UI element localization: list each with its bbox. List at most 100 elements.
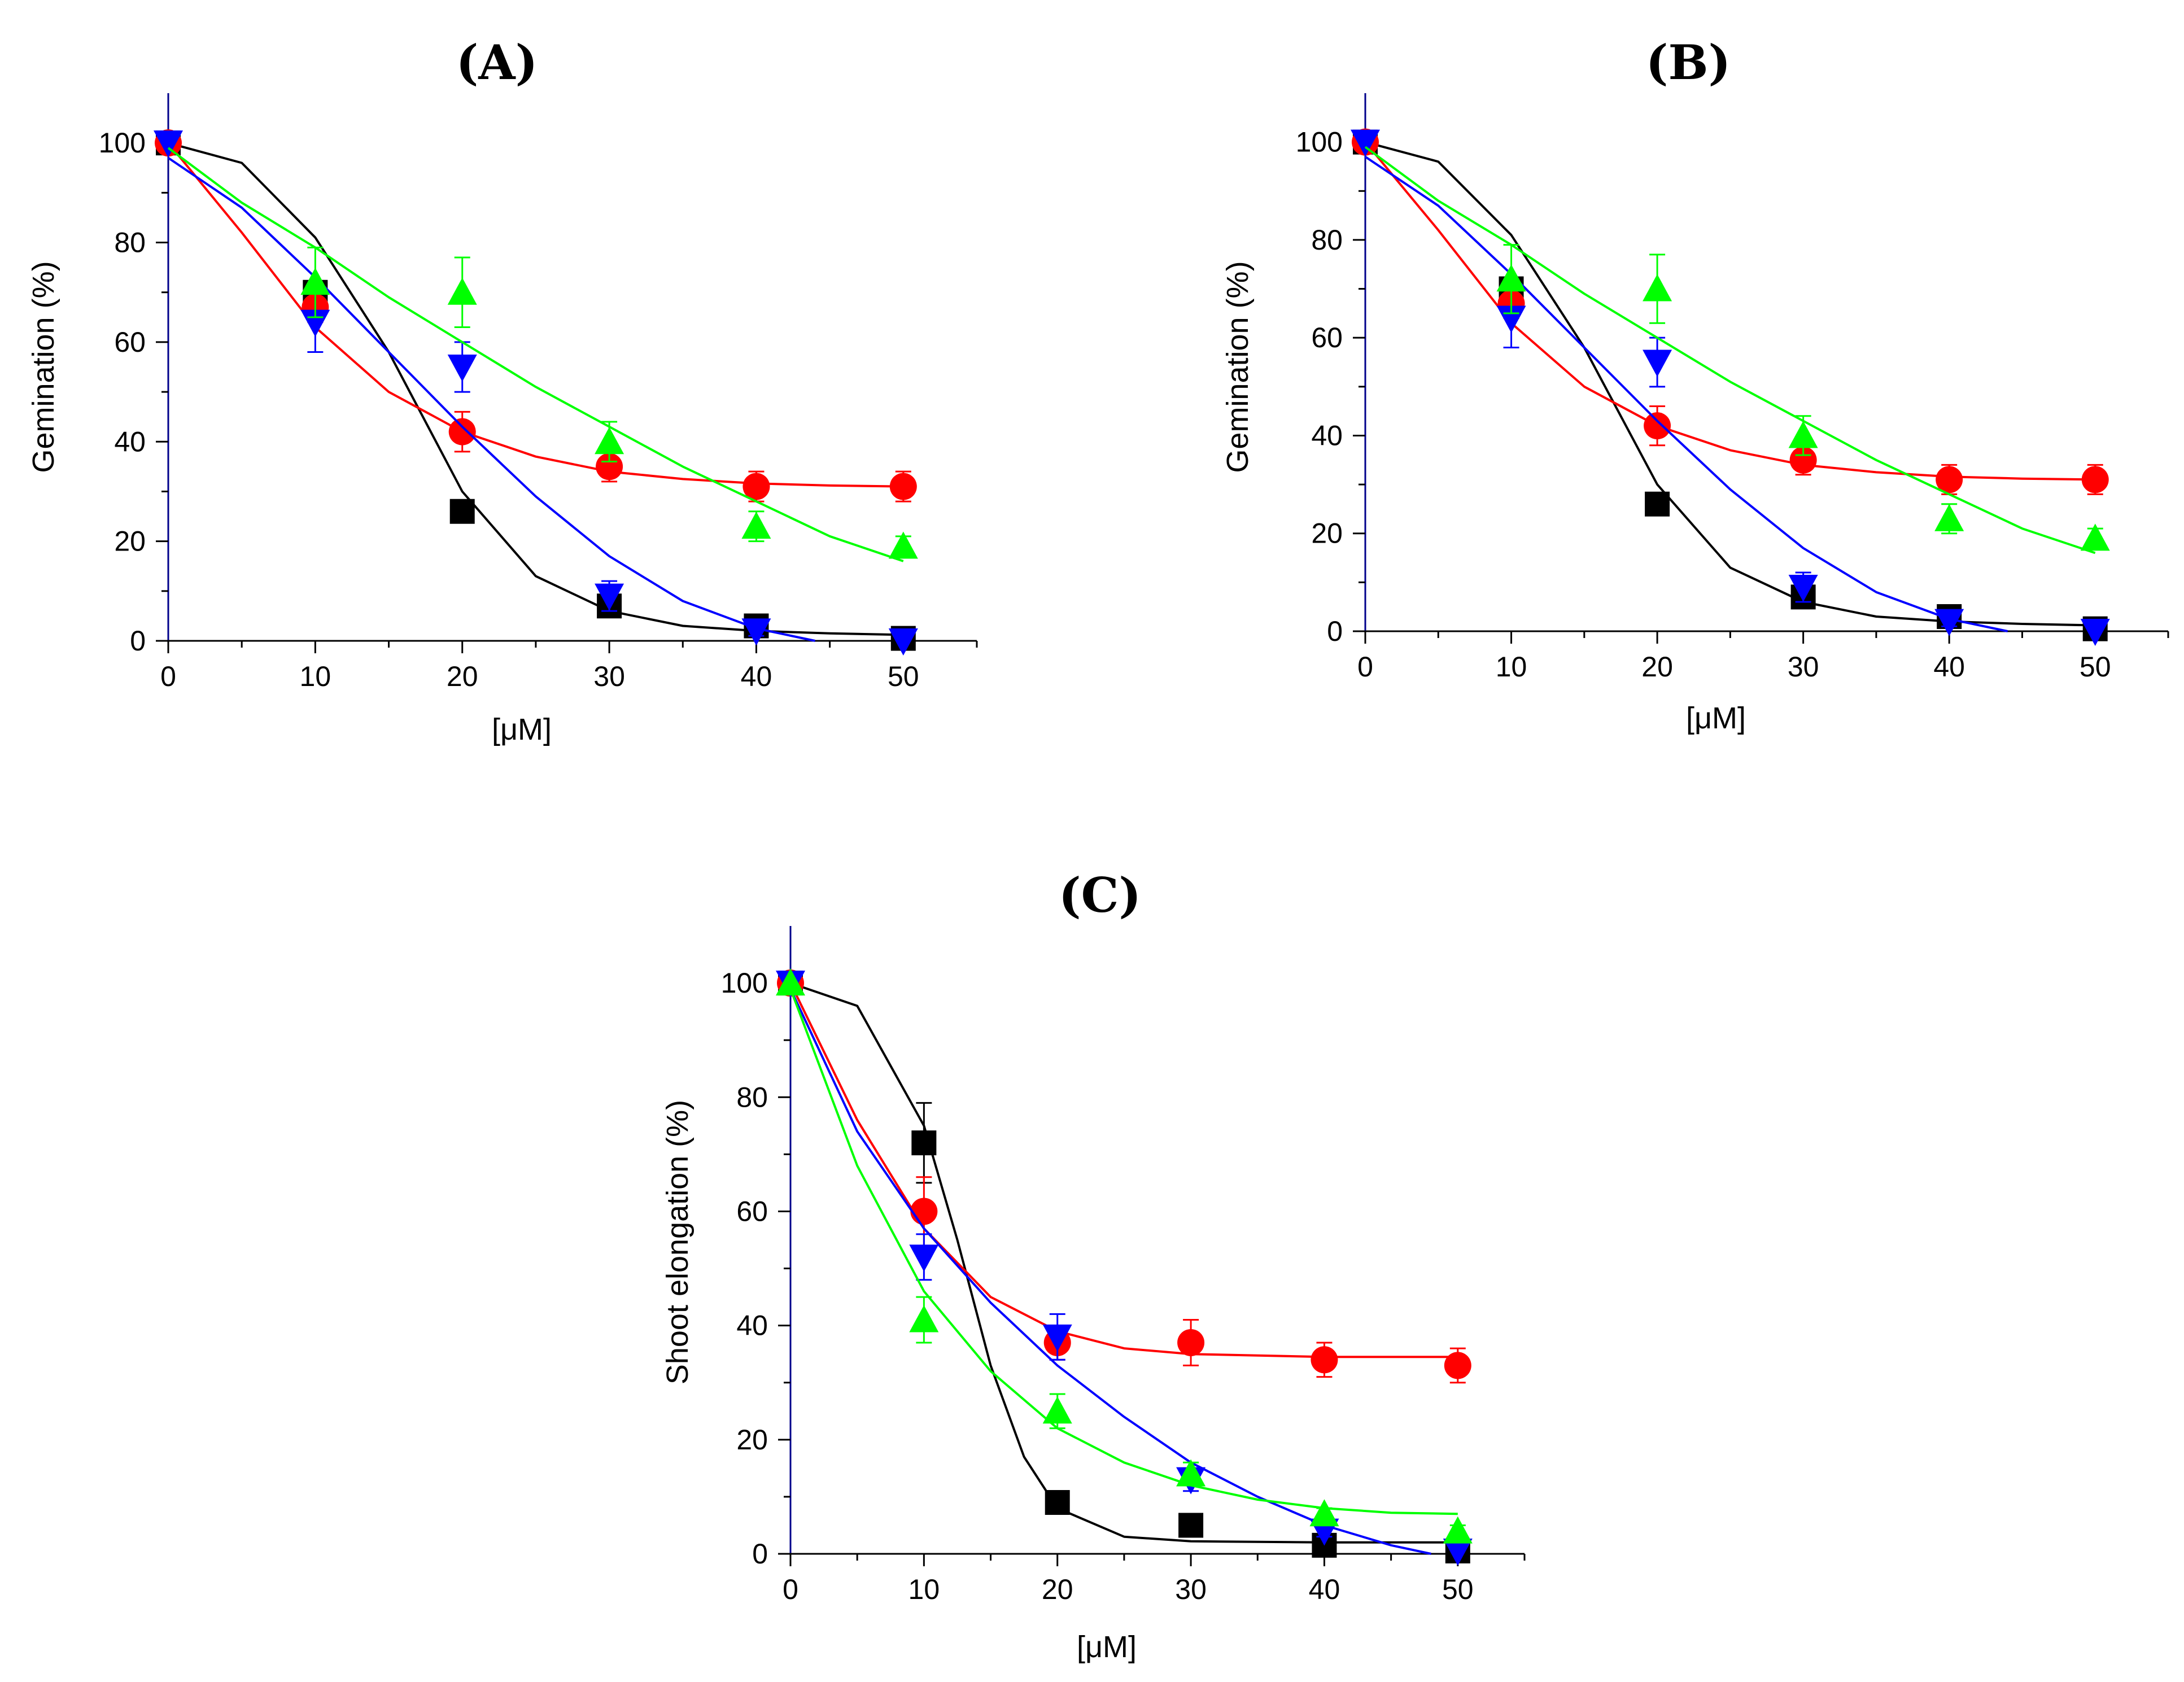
y-tick-label: 0 xyxy=(1327,615,1343,647)
fit-curve xyxy=(1364,155,2008,632)
data-point xyxy=(911,1130,937,1156)
y-axis-label: Gemination (%) xyxy=(1221,261,1255,473)
series-triangle-down xyxy=(776,971,1473,1566)
panel-b: (B) 0 10 20 30 40 50 0 20 40 60 80 100 [μM] Gemination… xyxy=(1221,34,2169,735)
y-tick-label: 100 xyxy=(721,967,768,999)
data-point xyxy=(2080,523,2110,551)
x-tick-label: 50 xyxy=(2080,651,2111,683)
data-point xyxy=(1789,446,1817,474)
y-tick-label: 40 xyxy=(736,1310,768,1342)
data-point xyxy=(448,418,476,445)
x-axis-label: [μM] xyxy=(1077,1630,1137,1664)
y-tick-label: 100 xyxy=(1296,126,1343,158)
y-tick-label: 20 xyxy=(736,1424,768,1456)
data-point xyxy=(2081,466,2109,493)
panel-a: (A) 0 10 20 30 40 50 0 20 40 60 80 100 [μM] Gemination… xyxy=(27,34,978,746)
y-tick-label: 0 xyxy=(752,1538,768,1570)
y-tick-label: 20 xyxy=(1311,518,1343,549)
data-point xyxy=(1645,491,1670,517)
fit-curve xyxy=(167,142,903,488)
series-triangle-up xyxy=(167,147,918,562)
y-axis-label: Shoot elongation (%) xyxy=(661,1100,694,1384)
x-tick-label: 10 xyxy=(1496,651,1527,683)
data-point xyxy=(447,355,477,382)
panel-c: (C) 0 10 20 30 40 50 0 20 40 60 80 100 [μM] Shoot elon… xyxy=(661,867,1526,1664)
fit-curve xyxy=(789,988,1458,1515)
data-point xyxy=(776,968,805,996)
x-tick-label: 30 xyxy=(1788,651,1819,683)
x-tick-label: 0 xyxy=(1357,651,1373,683)
data-point xyxy=(888,628,918,656)
x-tick-label: 0 xyxy=(160,661,176,692)
data-point xyxy=(742,473,770,500)
series-triangle-down xyxy=(1351,129,2110,646)
series-square xyxy=(1353,129,2108,641)
y-tick-label: 60 xyxy=(736,1195,768,1227)
y-tick-label: 80 xyxy=(114,227,146,259)
data-point xyxy=(741,618,771,646)
fit-curve xyxy=(789,988,1431,1555)
data-point xyxy=(1351,129,1380,157)
panel-title: (A) xyxy=(456,34,538,90)
series-circle xyxy=(155,129,917,503)
data-point xyxy=(1788,575,1818,602)
data-point xyxy=(1788,421,1818,448)
x-tick-label: 40 xyxy=(1933,651,1965,683)
data-point xyxy=(888,531,918,559)
x-tick-label: 20 xyxy=(1641,651,1673,683)
x-tick-label: 50 xyxy=(888,661,919,692)
data-point xyxy=(1643,349,1672,377)
data-point xyxy=(1042,1324,1072,1352)
series-square xyxy=(156,130,916,651)
data-point xyxy=(1934,504,1964,531)
data-point xyxy=(1936,466,1963,493)
data-point xyxy=(889,473,917,500)
panel-title: (B) xyxy=(1646,34,1731,90)
y-tick-label: 80 xyxy=(1311,224,1343,256)
series-triangle-up xyxy=(776,968,1473,1544)
data-point xyxy=(1643,274,1672,302)
fit-curve xyxy=(1364,146,2096,554)
y-tick-label: 20 xyxy=(114,526,146,557)
data-point xyxy=(595,427,624,455)
data-point xyxy=(910,1198,938,1225)
y-axis-label: Gemination (%) xyxy=(27,261,60,473)
x-tick-label: 0 xyxy=(783,1574,798,1605)
data-point xyxy=(154,130,183,158)
fit-curve xyxy=(1365,141,2095,627)
x-tick-label: 20 xyxy=(1042,1574,1073,1605)
y-tick-label: 40 xyxy=(114,426,146,457)
x-tick-label: 40 xyxy=(1309,1574,1340,1605)
data-point xyxy=(596,453,623,480)
data-point xyxy=(300,268,330,295)
x-tick-label: 20 xyxy=(447,661,478,692)
fit-curve xyxy=(167,147,904,562)
series-triangle-up xyxy=(1364,146,2110,554)
data-point xyxy=(1309,1499,1339,1527)
data-point xyxy=(1496,264,1526,292)
data-point xyxy=(595,583,624,611)
x-axis-label: [μM] xyxy=(492,713,552,746)
y-tick-label: 60 xyxy=(1311,322,1343,353)
series-circle xyxy=(777,969,1471,1384)
y-tick-label: 0 xyxy=(130,625,146,657)
data-point xyxy=(741,512,771,539)
data-point xyxy=(909,1305,939,1333)
data-point xyxy=(1045,1490,1070,1515)
x-tick-label: 10 xyxy=(908,1574,940,1605)
data-point xyxy=(449,499,475,524)
fit-curve xyxy=(789,982,1458,1358)
data-point xyxy=(1934,609,1964,636)
data-point xyxy=(909,1244,939,1272)
y-tick-label: 80 xyxy=(736,1081,768,1113)
data-point xyxy=(1443,1538,1473,1566)
data-point xyxy=(1444,1352,1471,1379)
data-point xyxy=(1311,1346,1338,1374)
data-point xyxy=(1178,1513,1204,1538)
series-square xyxy=(778,971,1470,1563)
data-point xyxy=(447,277,477,305)
data-point xyxy=(1644,412,1671,440)
data-point xyxy=(1042,1396,1072,1424)
y-tick-label: 40 xyxy=(1311,420,1343,451)
